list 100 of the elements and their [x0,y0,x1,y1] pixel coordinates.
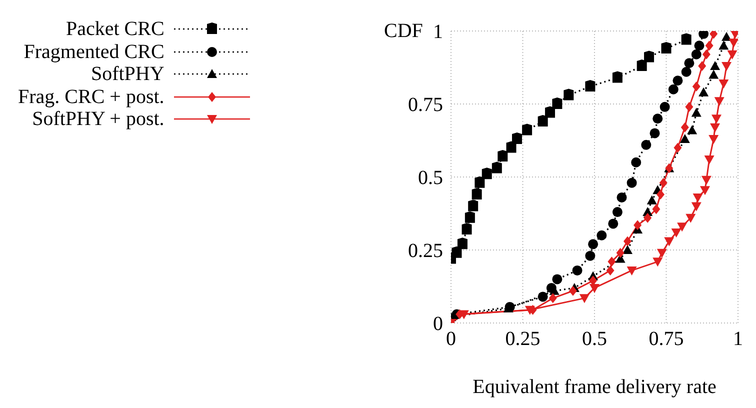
point [691,108,702,117]
point [585,80,596,92]
point [714,97,724,106]
point [681,33,692,45]
point [700,186,710,196]
point [524,306,535,315]
point [588,239,598,250]
point [452,246,462,258]
y-tick-label: 0.25 [408,240,443,262]
point [702,49,710,60]
point [552,274,562,284]
point [650,128,660,138]
point [680,134,690,144]
point [684,58,694,68]
point [659,178,668,188]
point [482,168,492,180]
point [646,195,657,204]
point [711,114,722,124]
point [652,258,663,267]
point [590,284,600,293]
point [656,190,665,200]
point [616,248,624,258]
point [631,157,642,168]
y-tick-label: 0.5 [418,167,443,190]
point [644,50,654,62]
point [692,193,703,202]
point [710,123,720,132]
point [664,237,674,246]
point [691,202,702,212]
point [506,141,516,153]
point [626,266,637,276]
legend-label: SoftPHY + post. [32,108,164,130]
point [572,265,582,276]
point [626,178,637,188]
point [698,61,706,72]
point [462,223,472,235]
point [474,176,485,188]
point [612,71,622,83]
point [652,114,663,124]
point [545,106,556,118]
point [512,132,522,144]
point [672,76,683,86]
y-tick-label: 0 [433,313,443,336]
point [687,125,698,134]
point [691,49,702,60]
point [660,102,670,112]
point [608,218,618,229]
point [708,70,719,79]
point [708,135,719,144]
point [710,61,720,70]
point [652,204,660,214]
point [585,250,596,261]
point [644,212,652,223]
point [522,124,532,136]
point [538,115,548,127]
point [468,200,478,212]
legend-label: Frag. CRC + post. [18,86,164,108]
point [457,238,468,250]
point [701,176,712,185]
point [692,81,700,92]
point [622,245,633,254]
x-tick-label: 0.5 [582,328,607,350]
point [498,150,508,162]
point [624,236,632,246]
point [677,222,688,232]
point [616,192,627,202]
point [464,211,475,223]
point [568,286,577,296]
point [661,42,672,54]
point [579,294,590,304]
legend-label: Fragmented CRC [24,40,164,63]
point [727,50,738,60]
point [686,214,696,223]
x-tick-label: 1 [733,328,743,350]
point [722,32,732,41]
point [606,265,614,276]
y-tick-label: 1 [433,21,443,44]
point [492,162,502,174]
point [472,188,482,200]
x-tick-label: 0.75 [648,328,684,350]
point [694,40,704,51]
point [680,122,689,132]
point [636,60,647,72]
point [681,66,692,77]
point [668,84,678,94]
x-tick-label: 0.25 [505,328,540,350]
legend-label: SoftPHY [90,63,164,86]
point [718,40,729,50]
point [641,140,652,150]
point [596,230,607,240]
point [685,102,694,112]
point [656,248,667,258]
point [705,40,714,51]
point [674,142,682,153]
point [564,88,574,100]
point [722,62,732,72]
point [698,87,709,96]
point [612,207,622,218]
point [538,292,548,302]
y-axis-title: CDF [384,20,423,43]
